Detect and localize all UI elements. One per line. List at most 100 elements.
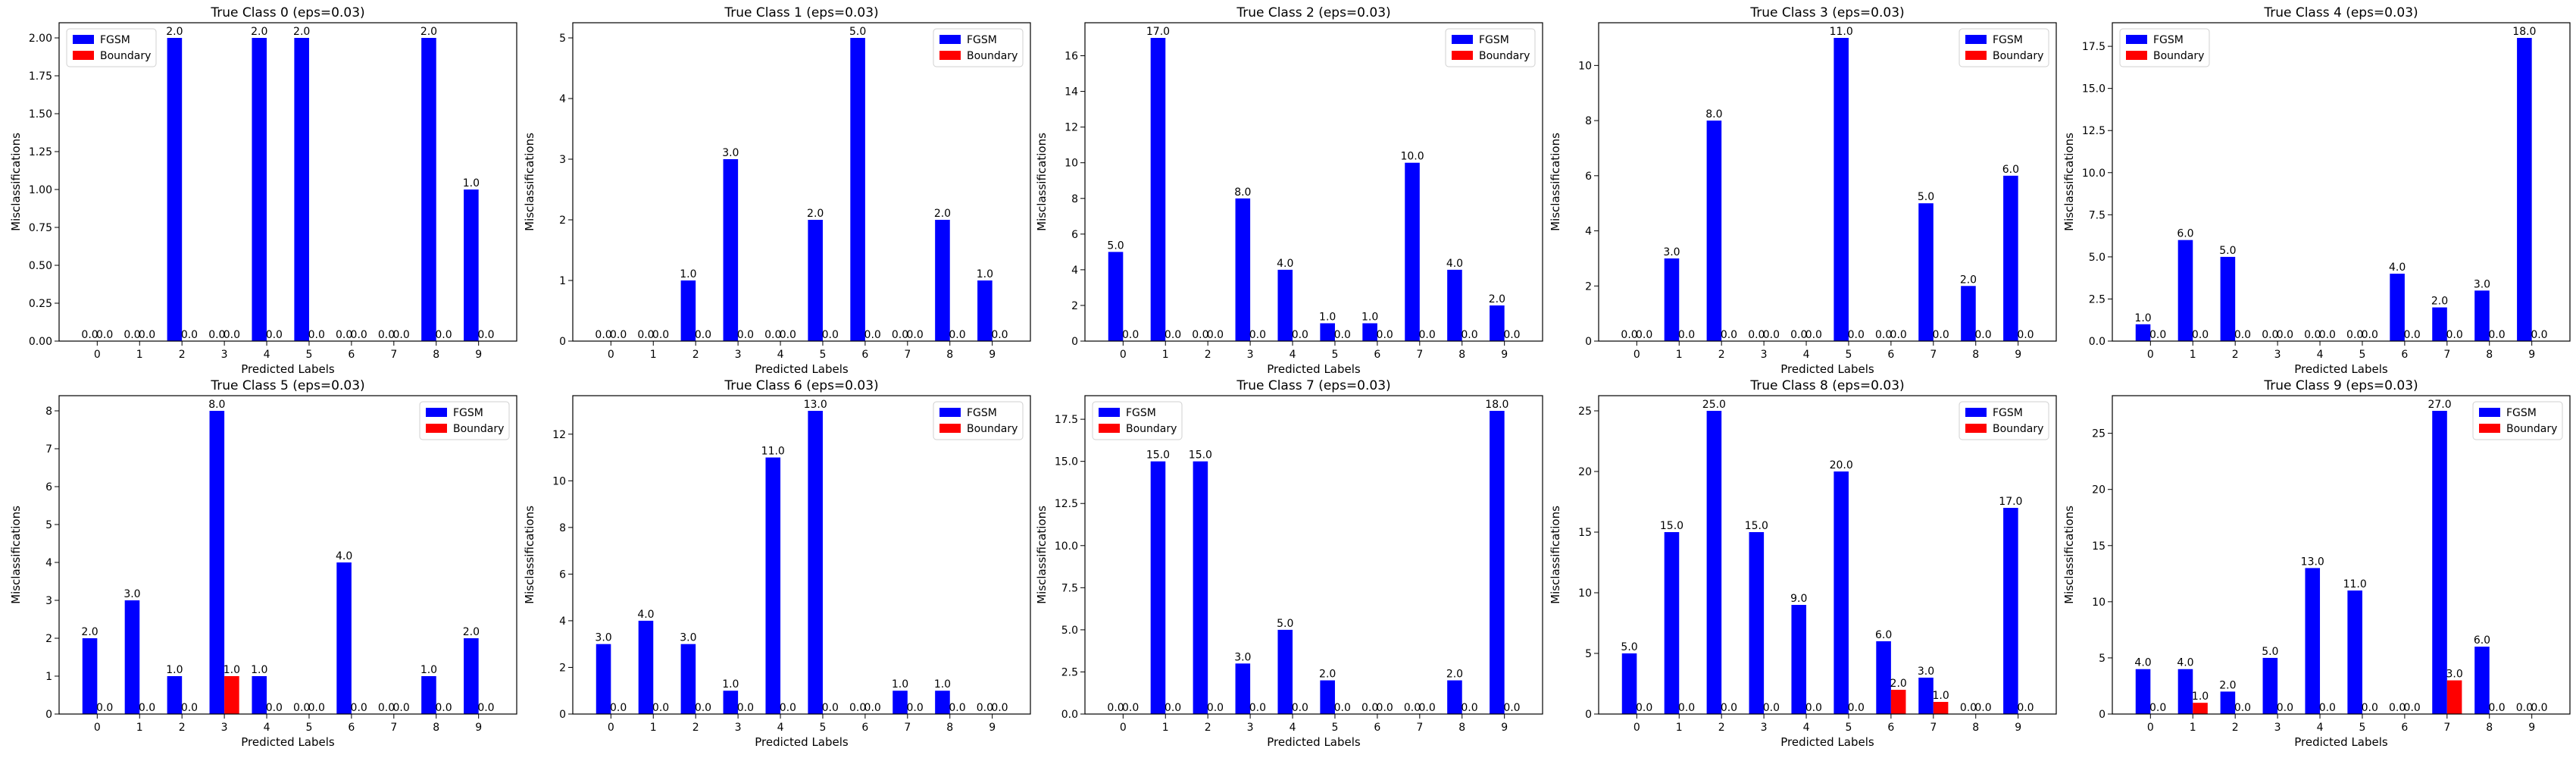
boundary-value-label: 0.0 [949,329,965,341]
x-tick-label: 1 [1676,349,1683,361]
fgsm-bar [1706,121,1722,341]
subplot-8: True Class 8 (eps=0.03) 5.0 15.0 25.0 15.0 9.… [1549,378,2057,749]
fgsm-value-label: 0.0 [336,329,352,341]
subplot-3: True Class 3 (eps=0.03)0.03.08.00.0 0.011… [1549,5,2057,376]
boundary-value-label: 0.0 [1721,329,1737,341]
y-tick-label: 4 [559,93,566,105]
boundary-value-label: 0.0 [1207,702,1224,714]
x-tick-label: 2 [1205,722,1211,734]
fgsm-value-label: 4.0 [1446,258,1463,270]
fgsm-value-label: 11.0 [1830,26,1853,38]
legend-swatch-boundary [939,51,961,60]
x-tick-label: 5 [2359,722,2366,734]
boundary-value-label: 0.0 [1974,329,1991,341]
fgsm-bar [2003,175,2018,341]
fgsm-bar [1749,532,1765,714]
fgsm-value-label: 5.0 [1107,240,1124,252]
axes-frame [58,395,517,715]
y-axis-label: Misclassifications [1549,506,1562,604]
x-tick-label: 8 [433,722,439,734]
fgsm-bar [1791,605,1807,714]
fgsm-value-label: 2.0 [2431,296,2448,308]
x-tick-label: 0 [94,722,101,734]
legend-swatch-boundary [73,51,94,60]
legend-swatch-fgsm [2126,35,2147,44]
x-tick-label: 6 [2401,722,2408,734]
y-tick-label: 3 [559,154,566,166]
boundary-value-label: 0.0 [1377,329,1393,341]
y-tick-label: 0.75 [29,222,52,234]
fgsm-value-label: 3.0 [595,632,611,644]
fgsm-bar [2177,240,2193,341]
y-tick-label: 10 [2092,597,2106,609]
fgsm-bar [808,220,823,341]
y-tick-label: 1.75 [29,70,52,83]
x-tick-label: 0 [1120,349,1127,361]
boundary-bar [224,676,239,714]
boundary-value-label: 0.0 [224,329,240,341]
legend-label-boundary: Boundary [453,423,504,435]
fgsm-bar [124,600,140,714]
boundary-value-label: 0.0 [1122,702,1139,714]
y-axis-label: Misclassifications [2062,133,2076,231]
boundary-value-label: 0.0 [1763,702,1780,714]
subplot-9: True Class 9 (eps=0.03)4.0 4.02.05.013.01… [2062,378,2571,749]
x-axis-label: Predicted Labels [1267,362,1361,376]
fgsm-value-label: 0.0 [208,329,225,341]
boundary-value-label: 0.0 [1418,702,1435,714]
subplot-7: True Class 7 (eps=0.03)0.015.0 15.03.05.0… [1035,378,1543,749]
fgsm-value-label: 11.0 [761,446,785,458]
fgsm-bar [1706,411,1722,714]
legend-swatch-fgsm [1452,35,1473,44]
fgsm-bar [1447,680,1462,714]
subplot-6: True Class 6 (eps=0.03)3.04.03.01.011.01… [523,378,1031,749]
fgsm-value-label: 17.0 [1146,26,1170,38]
fgsm-value-label: 2.0 [1489,293,1505,305]
x-tick-label: 3 [2274,349,2281,361]
legend-swatch-boundary [2126,51,2147,60]
boundary-value-label: 0.0 [737,329,754,341]
boundary-value-label: 0.0 [949,702,965,714]
y-tick-label: 10 [552,475,566,487]
y-tick-label: 0 [2099,709,2106,721]
x-tick-label: 3 [1761,349,1768,361]
legend-label-boundary: Boundary [2506,423,2557,435]
boundary-value-label: 0.0 [96,702,113,714]
x-tick-label: 8 [2486,722,2493,734]
x-tick-label: 8 [946,349,953,361]
y-tick-label: 25 [2092,428,2106,440]
subplot-title: True Class 4 (eps=0.03) [2263,5,2418,20]
boundary-value-label: 0.0 [2319,329,2336,341]
x-tick-label: 3 [735,349,742,361]
x-tick-label: 5 [306,722,313,734]
boundary-value-label: 0.0 [2319,702,2336,714]
x-tick-label: 8 [1458,722,1465,734]
subplot-5: True Class 5 (eps=0.03) 2.0 3.0 1.0 8.0 1.0 0.… [9,378,517,749]
subplot-title: True Class 2 (eps=0.03) [1236,5,1390,20]
y-tick-label: 1.50 [29,108,52,121]
fgsm-value-label: 8.0 [1705,108,1722,121]
x-tick-label: 9 [1501,349,1508,361]
legend-swatch-boundary [1965,424,1987,433]
fgsm-bar [167,38,183,341]
y-tick-label: 12 [1064,122,1078,134]
boundary-value-label: 0.0 [2149,702,2166,714]
y-tick-label: 7 [45,443,52,456]
fgsm-value-label: 2.0 [420,26,437,38]
y-tick-label: 5 [559,33,566,45]
y-tick-label: 25 [1578,406,1592,418]
x-tick-label: 0 [1633,722,1640,734]
x-tick-label: 6 [1374,349,1380,361]
y-tick-label: 10.0 [1055,540,1078,553]
fgsm-bar [2474,647,2490,714]
y-tick-label: 12 [552,429,566,441]
x-axis-label: Predicted Labels [1780,362,1874,376]
fgsm-value-label: 15.0 [1146,449,1170,462]
legend-label-fgsm: FGSM [1126,407,1156,419]
y-tick-label: 10 [1064,158,1078,170]
boundary-value-label: 0.0 [2488,329,2505,341]
fgsm-bar [2474,290,2490,341]
x-tick-label: 0 [1633,349,1640,361]
y-tick-label: 5 [1585,648,1592,660]
fgsm-value-label: 0.0 [1960,702,1977,714]
